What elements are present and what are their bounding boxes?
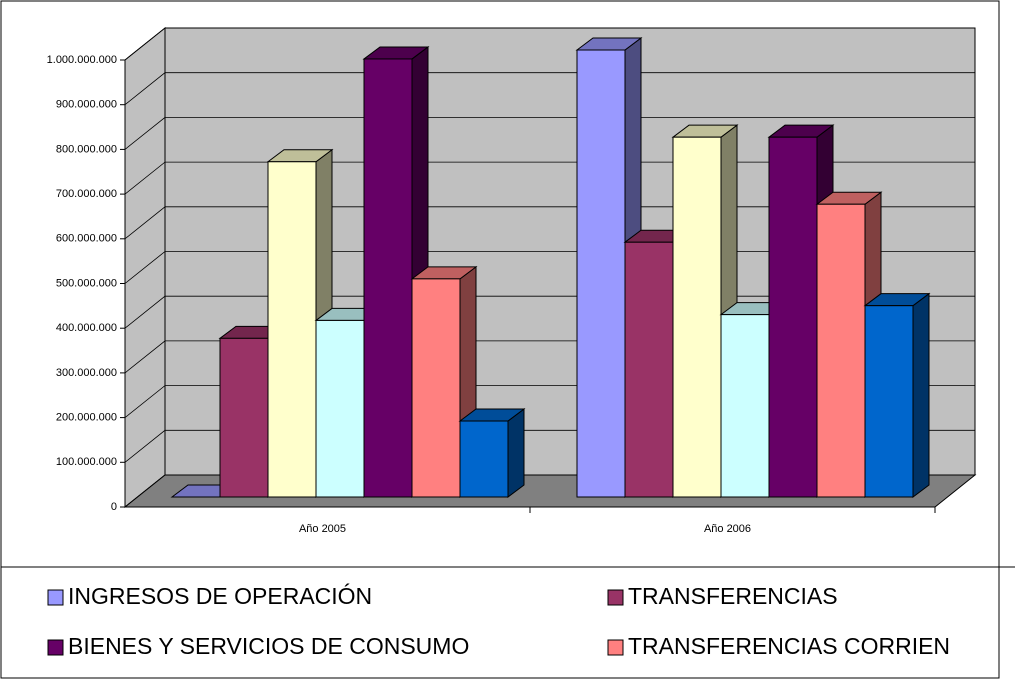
legend-swatch xyxy=(47,589,64,606)
grid-line xyxy=(124,27,975,61)
bar xyxy=(363,58,413,498)
grid-line xyxy=(124,117,975,150)
y-tick-label: 300.000.000 xyxy=(56,367,117,379)
y-tick-label: 700.000.000 xyxy=(56,188,117,200)
y-tick-label: 600.000.000 xyxy=(56,233,117,245)
x-tick-label: Año 2005 xyxy=(299,523,346,535)
bar xyxy=(411,278,461,498)
bar xyxy=(576,49,626,498)
bar-side xyxy=(912,292,930,498)
bar xyxy=(459,420,509,498)
bar xyxy=(768,136,818,498)
legend-label: INGRESOS DE OPERACIÓN xyxy=(68,583,372,609)
bar xyxy=(864,305,914,498)
bar xyxy=(267,161,317,498)
bar-side xyxy=(507,408,525,498)
y-tick-label: 1.000.000.000 xyxy=(47,54,117,66)
legend-label: TRANSFERENCIAS CORRIEN xyxy=(628,633,950,659)
y-tick-label: 100.000.000 xyxy=(56,456,117,468)
legend-swatch xyxy=(607,589,624,606)
x-tick-label: Año 2006 xyxy=(704,523,751,535)
bar xyxy=(219,337,269,498)
bar xyxy=(315,319,365,498)
y-tick-label: 800.000.000 xyxy=(56,143,117,155)
bar xyxy=(672,136,722,498)
y-tick-label: 200.000.000 xyxy=(56,412,117,424)
legend-swatch xyxy=(47,639,64,656)
legend-swatch xyxy=(607,639,624,656)
y-tick-label: 900.000.000 xyxy=(56,99,117,111)
bar xyxy=(720,314,770,498)
legend-label: BIENES Y SERVICIOS DE CONSUMO xyxy=(68,633,469,659)
legend-label: TRANSFERENCIAS xyxy=(628,583,838,609)
y-tick-label: 400.000.000 xyxy=(56,322,117,334)
y-tick-label: 0 xyxy=(111,501,117,513)
bar xyxy=(816,203,866,498)
grid-line xyxy=(124,72,975,106)
bar xyxy=(624,241,674,498)
y-tick-label: 500.000.000 xyxy=(56,277,117,289)
